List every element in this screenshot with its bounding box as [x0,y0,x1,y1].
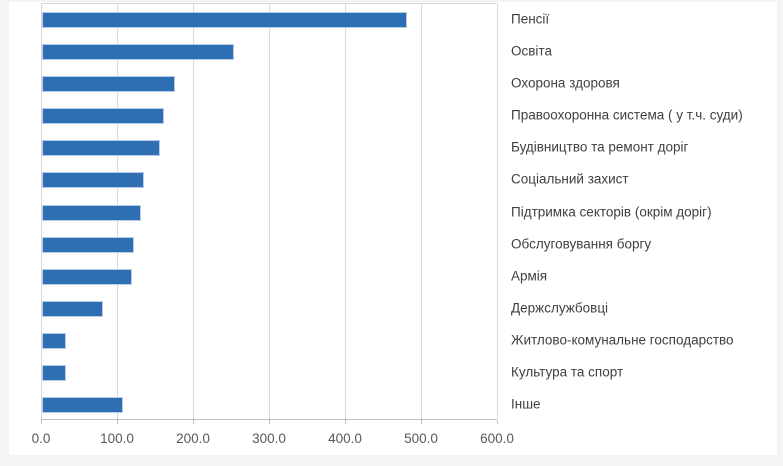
bar-6 [42,172,144,188]
bar-4 [42,108,164,124]
x-axis-tick-mark [269,420,270,424]
category-label: Охорона здоровя [511,75,620,91]
category-label: Будівництво та ремонт доріг [511,139,689,155]
bar-2 [42,44,234,60]
bar-3 [42,76,175,92]
x-axis-tick-mark [117,420,118,424]
vertical-gridline [345,4,346,419]
bar-9 [42,269,132,285]
category-label: Пенсії [511,11,550,27]
vertical-gridline [421,4,422,419]
bar-7 [42,205,141,221]
x-axis-tick-mark [421,420,422,424]
category-label: Обслуговування боргу [511,236,652,252]
category-label: Інше [511,396,541,412]
category-label: Армія [511,268,548,284]
x-axis-tick-label: 100.0 [100,431,134,446]
category-label: Культура та спорт [511,364,624,380]
category-label: Освіта [511,43,552,59]
vertical-gridline [41,4,42,419]
x-axis-tick-mark [41,420,42,424]
category-label: Соціальний захист [511,171,629,187]
bar-1 [42,12,407,28]
bar-13 [42,397,123,413]
x-axis-tick-label: 600.0 [480,431,514,446]
x-axis-tick-label: 0.0 [31,431,51,446]
bar-11 [42,333,66,349]
vertical-gridline [193,4,194,419]
category-label: Правоохоронна система ( у т.ч. суди) [511,107,743,123]
bar-5 [42,140,160,156]
category-label: Житлово-комунальне господарство [511,332,734,348]
x-axis-tick-mark [193,420,194,424]
plot-area [41,3,498,420]
x-axis-tick-label: 300.0 [252,431,286,446]
category-label: Держслужбовці [511,300,609,316]
bar-10 [42,301,103,317]
x-axis-tick-mark [345,420,346,424]
vertical-gridline [269,4,270,419]
category-label: Підтримка секторів (окрім доріг) [511,204,712,219]
x-axis-tick-mark [497,420,498,424]
bar-8 [42,237,134,253]
vertical-gridline [497,4,498,419]
x-axis-tick-label: 500.0 [404,431,438,446]
x-axis-tick-label: 200.0 [176,431,210,446]
bar-12 [42,365,66,381]
x-axis-tick-label: 400.0 [328,431,362,446]
